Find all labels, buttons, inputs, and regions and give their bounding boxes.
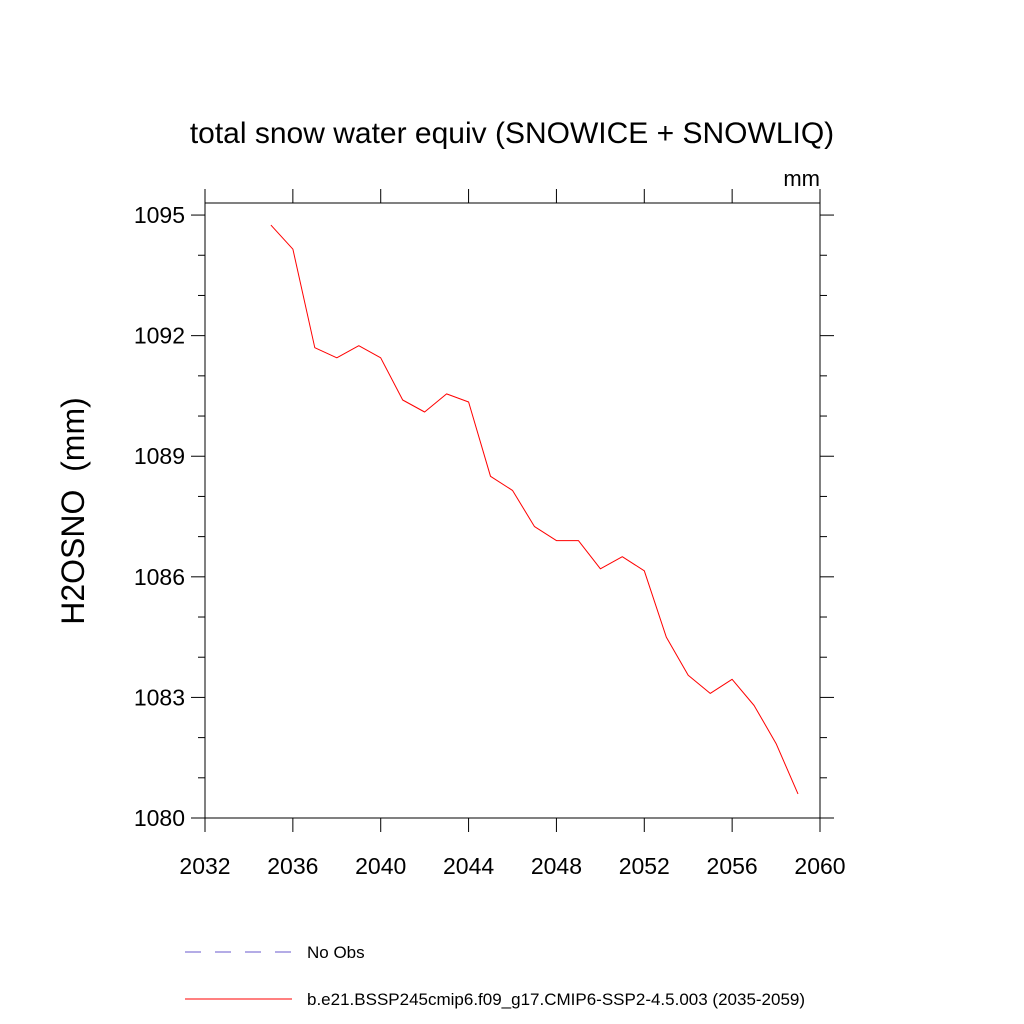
x-tick-label: 2032 [179,853,230,879]
legend-label: b.e21.BSSP245cmip6.f09_g17.CMIP6-SSP2-4.… [307,990,805,1009]
x-tick-label: 2036 [267,853,318,879]
legend: No Obs b.e21.BSSP245cmip6.f09_g17.CMIP6-S… [185,943,805,1009]
y-tick-label: 1092 [134,323,185,349]
y-axis-title: H2OSNO (mm) [55,397,91,625]
y-tick-label: 1080 [134,805,185,831]
y-tick-label: 1086 [134,564,185,590]
series-layer [270,224,799,795]
y-tick-labels: 1080 1083 1086 1089 1092 1095 [134,202,185,831]
legend-label: No Obs [307,943,365,962]
plot-frame [204,202,821,819]
axis-ticks [191,189,834,832]
series-line [270,224,799,795]
x-tick-label: 2040 [355,853,406,879]
units-label: mm [783,166,820,191]
y-tick-label: 1095 [134,202,185,228]
x-tick-label: 2048 [531,853,582,879]
y-tick-label: 1083 [134,684,185,710]
y-tick-label: 1089 [134,443,185,469]
x-tick-label: 2052 [619,853,670,879]
x-tick-label: 2056 [707,853,758,879]
chart-title: total snow water equiv (SNOWICE + SNOWLI… [190,117,834,150]
x-tick-label: 2044 [443,853,494,879]
x-tick-labels: 2032 2036 2040 2044 2048 2052 2056 2060 [179,853,845,879]
x-tick-label: 2060 [794,853,845,879]
